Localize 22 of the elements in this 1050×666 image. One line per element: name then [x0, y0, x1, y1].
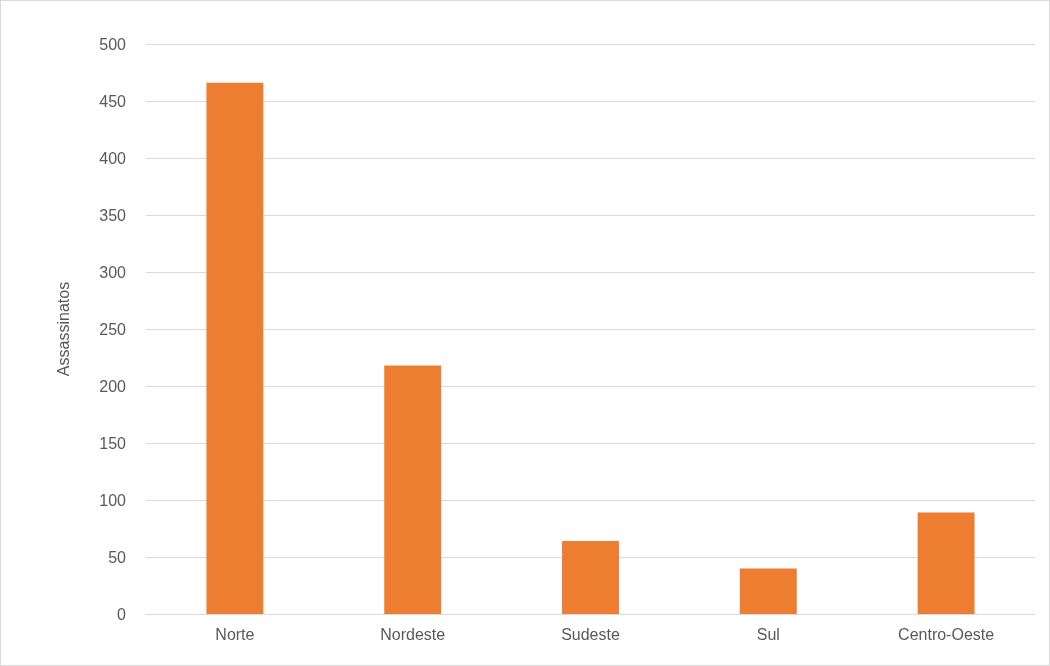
y-tick-label: 100 — [99, 491, 127, 509]
y-tick-label: 400 — [99, 149, 127, 167]
y-tick-label: 200 — [99, 377, 127, 395]
y-tick-label: 0 — [117, 605, 127, 623]
y-tick-label: 350 — [99, 206, 127, 224]
y-tick-label: 300 — [99, 263, 127, 281]
y-tick-label: 450 — [99, 92, 127, 110]
bar — [917, 512, 975, 614]
x-tick-label: Centro-Oeste — [898, 625, 995, 643]
x-tick-label: Sul — [756, 625, 780, 643]
y-axis-title: Assassinatos — [54, 281, 72, 377]
x-tick-label: Norte — [215, 625, 255, 643]
bar — [562, 541, 619, 614]
bar — [206, 82, 264, 614]
y-tick-label: 250 — [99, 320, 127, 338]
bar — [384, 365, 442, 614]
x-tick-label: Nordeste — [380, 625, 446, 643]
x-tick-label: Sudeste — [561, 625, 620, 643]
y-tick-label: 500 — [99, 35, 127, 53]
bar — [739, 568, 797, 614]
y-tick-label: 50 — [108, 548, 127, 566]
y-tick-label: 150 — [99, 434, 127, 452]
